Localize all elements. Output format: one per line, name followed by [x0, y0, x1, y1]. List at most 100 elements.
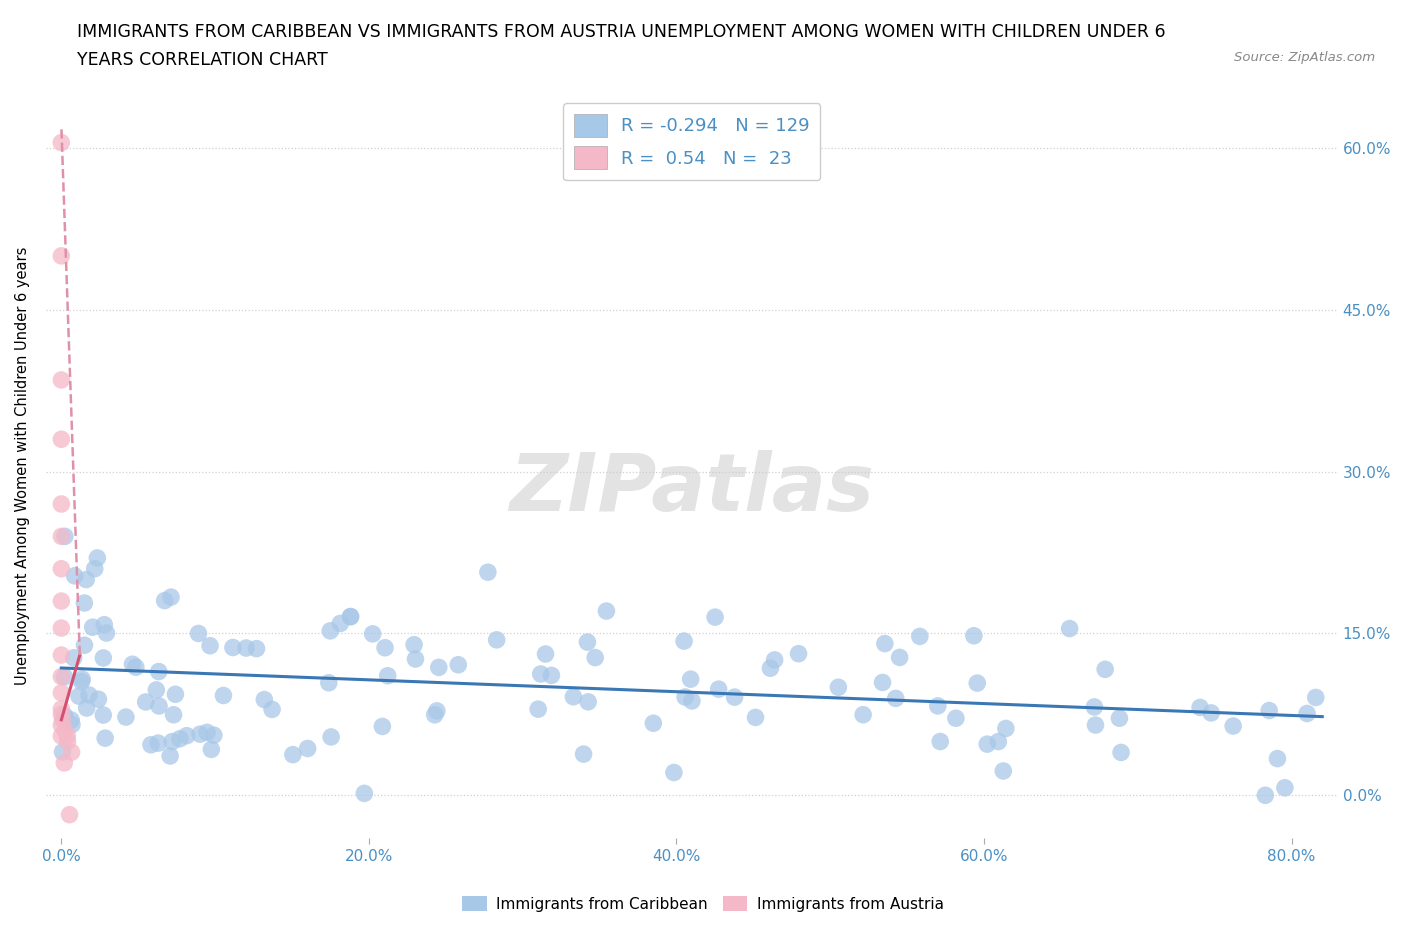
Point	[872, 675, 894, 690]
Point	[51, 497, 73, 512]
Point	[148, 664, 170, 679]
Point	[145, 683, 167, 698]
Point	[763, 653, 786, 668]
Text: YEARS CORRELATION CHART: YEARS CORRELATION CHART	[77, 51, 328, 69]
Point	[262, 702, 284, 717]
Legend: R = -0.294   N = 129, R =  0.54   N =  23: R = -0.294 N = 129, R = 0.54 N = 23	[564, 103, 821, 180]
Point	[160, 590, 183, 604]
Point	[115, 710, 138, 724]
Point	[96, 626, 118, 641]
Point	[576, 634, 599, 649]
Point	[353, 786, 375, 801]
Point	[212, 688, 235, 703]
Point	[723, 690, 745, 705]
Point	[53, 755, 76, 770]
Point	[485, 632, 508, 647]
Point	[51, 248, 73, 263]
Point	[852, 708, 875, 723]
Point	[361, 627, 384, 642]
Point	[51, 707, 73, 722]
Text: ZIPatlas: ZIPatlas	[509, 449, 875, 527]
Point	[60, 712, 83, 727]
Point	[176, 728, 198, 743]
Point	[1305, 690, 1327, 705]
Point	[318, 675, 340, 690]
Point	[534, 646, 557, 661]
Point	[1267, 751, 1289, 766]
Point	[58, 807, 80, 822]
Point	[707, 682, 730, 697]
Point	[679, 671, 702, 686]
Point	[744, 710, 766, 724]
Point	[73, 595, 96, 610]
Point	[759, 661, 782, 676]
Point	[94, 731, 117, 746]
Point	[200, 742, 222, 757]
Point	[889, 650, 911, 665]
Point	[83, 562, 105, 577]
Point	[976, 737, 998, 751]
Point	[245, 641, 267, 656]
Point	[63, 568, 86, 583]
Point	[583, 650, 606, 665]
Point	[51, 701, 73, 716]
Point	[148, 698, 170, 713]
Point	[945, 711, 967, 725]
Point	[319, 623, 342, 638]
Point	[427, 660, 450, 675]
Point	[93, 618, 115, 632]
Point	[53, 670, 76, 684]
Point	[787, 646, 810, 661]
Point	[673, 689, 696, 704]
Point	[426, 703, 449, 718]
Point	[86, 551, 108, 565]
Point	[963, 629, 986, 644]
Point	[1199, 706, 1222, 721]
Point	[169, 731, 191, 746]
Point	[53, 724, 76, 738]
Point	[1083, 699, 1105, 714]
Point	[339, 609, 361, 624]
Point	[884, 691, 907, 706]
Point	[662, 765, 685, 780]
Point	[165, 687, 187, 702]
Point	[53, 529, 76, 544]
Point	[60, 717, 83, 732]
Point	[572, 747, 595, 762]
Point	[681, 694, 703, 709]
Point	[153, 593, 176, 608]
Point	[62, 650, 84, 665]
Point	[51, 620, 73, 635]
Point	[73, 638, 96, 653]
Point	[51, 135, 73, 150]
Point	[1296, 706, 1319, 721]
Point	[562, 689, 585, 704]
Point	[927, 698, 949, 713]
Legend: Immigrants from Caribbean, Immigrants from Austria: Immigrants from Caribbean, Immigrants fr…	[457, 889, 949, 918]
Point	[929, 734, 952, 749]
Point	[162, 708, 184, 723]
Point	[198, 638, 221, 653]
Point	[91, 650, 114, 665]
Point	[1222, 719, 1244, 734]
Point	[51, 712, 73, 727]
Point	[56, 734, 79, 749]
Point	[704, 610, 727, 625]
Point	[527, 701, 550, 716]
Point	[51, 562, 73, 577]
Point	[53, 709, 76, 724]
Point	[404, 637, 426, 652]
Point	[1084, 718, 1107, 733]
Point	[77, 687, 100, 702]
Point	[297, 741, 319, 756]
Point	[235, 641, 257, 656]
Point	[51, 529, 73, 544]
Point	[1109, 745, 1132, 760]
Point	[281, 747, 304, 762]
Point	[67, 689, 90, 704]
Point	[87, 692, 110, 707]
Point	[374, 641, 396, 656]
Point	[70, 671, 93, 686]
Point	[222, 640, 245, 655]
Point	[195, 724, 218, 739]
